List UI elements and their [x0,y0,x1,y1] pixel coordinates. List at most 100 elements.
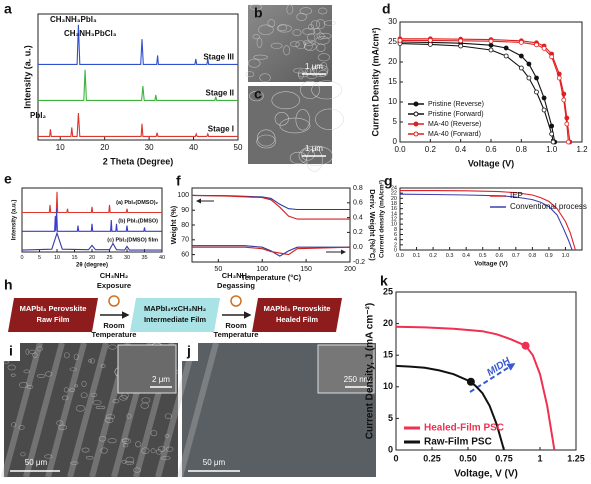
texture [105,414,115,420]
y2-axis-label: Deriv. Weight (%/°C) [368,189,377,261]
data-point [518,53,524,59]
x-tick-label: 50 [234,143,243,152]
film-label: MAPbI₃ Perovskite [264,304,331,313]
series-label: Stage I [208,125,234,134]
x-tick-label: 0.4 [455,145,467,154]
texture [267,19,276,28]
data-point [518,40,524,45]
step-gas: CH₃NH₂ [222,271,250,280]
y2-tick-label: 0.4 [353,214,363,221]
texture [299,7,313,15]
x-tick-label: 0.3 [446,253,454,259]
series-line [191,194,350,211]
texture [303,39,316,46]
texture [274,112,289,126]
texture [292,29,302,37]
y-tick-label: 22 [391,191,397,197]
texture [295,40,307,50]
texture [279,117,311,134]
texture [37,374,46,378]
panel-letter: g [384,173,393,189]
plot-frame [395,291,577,451]
x-tick-label: 1.25 [567,453,585,463]
x-tick-label: 0.9 [545,253,553,259]
y-axis-label: Intensity (a.u.) [12,200,18,241]
annotation: CH₃NH₃PbCl₃ [64,29,117,38]
texture [307,33,316,43]
y-tick-label: 0 [388,444,393,454]
texture [125,461,134,465]
texture [271,91,300,110]
data-point [561,97,567,103]
texture [69,388,76,392]
texture [318,32,332,40]
panel-letter: d [382,1,391,17]
texture [70,461,79,465]
x-tick-label: 0.4 [462,253,470,259]
texture [250,4,262,11]
x-tick-label: 0.6 [485,145,497,154]
panel-letter: b [254,5,263,21]
x-axis-label: Voltage, V (V) [454,469,518,480]
y-tick-label: 12 [391,216,397,222]
y-tick-label: 16 [391,206,397,212]
texture [133,467,141,473]
legend-label: Raw-Film PSC [424,437,492,448]
step-gas: CH₃NH₂ [100,271,128,280]
inset-i [117,344,177,394]
y-tick-label: 20 [383,318,393,328]
series-line [192,246,351,256]
data-point [556,75,562,81]
x-axis-label: Voltage (V) [474,261,507,268]
texture [67,342,109,478]
x-tick-label: 0.5 [479,253,487,259]
texture [315,19,326,30]
texture [317,53,330,62]
y-axis-label: Current Density, J (mA cm⁻²) [365,303,376,439]
x-tick-label: 0.25 [423,453,441,463]
annotation: MIDH [485,355,513,379]
texture [19,381,28,389]
y-axis-label: Current density (mA/cm²) [379,180,386,258]
y-tick-label: 24 [391,185,397,191]
y-tick-label: 0 [394,247,397,253]
data-point [549,123,555,129]
plot-frame [399,187,583,251]
texture [141,447,150,454]
y-tick-label: 10 [391,222,397,228]
series-line [400,38,571,143]
film-healed [252,298,342,332]
series-label: Stage II [206,89,234,98]
texture [289,41,300,48]
data-point [549,54,555,60]
legend-label: Healed-Film PSC [424,423,504,434]
x-tick-label: 0.50 [459,453,477,463]
x-tick-label: 0.2 [425,145,437,154]
data-point [488,47,494,53]
y-tick-label: 10 [388,97,397,106]
film-intermediate [130,298,220,332]
texture [258,24,274,36]
max-power-point [466,377,475,386]
texture [7,364,16,371]
series-label: (a) PbI₂(DMSO)₂ [116,200,158,206]
texture [75,405,86,412]
series-line [399,193,573,251]
annotation: CH₃NH₃PbI₃ [50,15,97,24]
texture [95,405,106,410]
texture [296,12,307,21]
texture [304,42,317,51]
step-condition: Room [103,321,125,330]
max-power-point [521,341,530,350]
legend-label: Pristine (Reverse) [428,101,484,108]
texture [135,441,142,448]
plot-frame [37,13,239,141]
y-tick-label: 15 [388,77,397,86]
x-tick-label: 40 [189,143,198,152]
legend-marker [413,121,419,127]
panel-letter: h [4,277,13,293]
texture [44,454,53,459]
scale-label: 250 nm [344,375,371,384]
y-tick-label: 14 [391,211,397,217]
texture [247,58,261,68]
